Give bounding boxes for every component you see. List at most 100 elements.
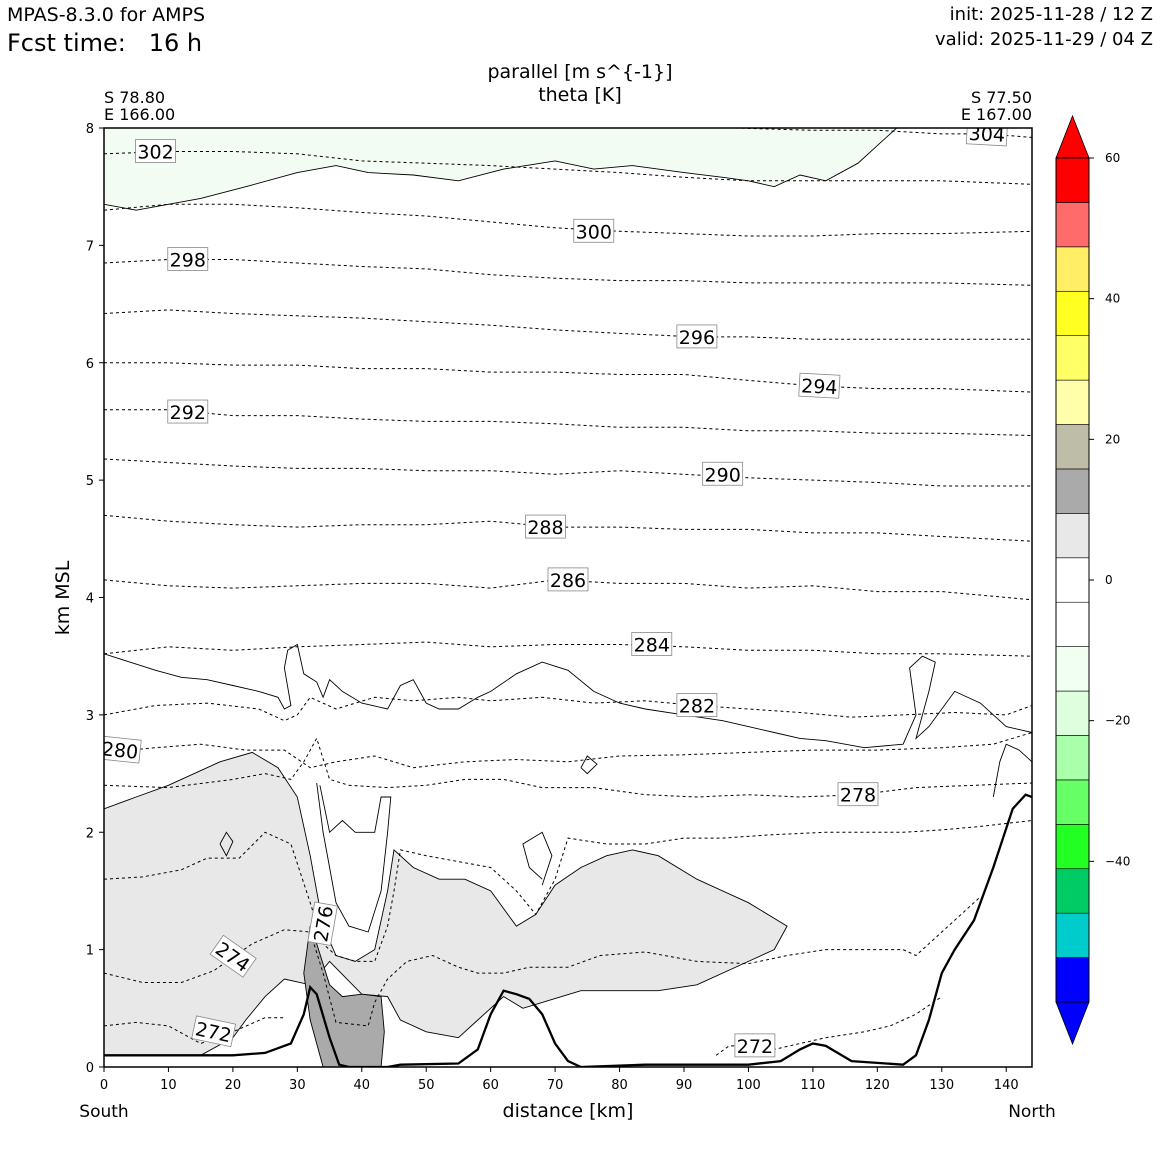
wind-contour-line: [522, 831, 553, 886]
theta-label-280: 280: [101, 735, 142, 764]
colorbar-swatch: [1055, 868, 1090, 914]
theta-contour-272: [715, 996, 943, 1056]
x-tick-label: 60: [482, 1078, 499, 1093]
theta-label-296: 296: [676, 324, 718, 349]
theta-contour-282: [104, 696, 1032, 722]
colorbar-swatch: [1055, 912, 1090, 958]
colorbar-swatch: [1055, 424, 1090, 470]
y-tick-label: 0: [86, 1061, 94, 1076]
theta-label-box: [573, 218, 615, 243]
theta-label-box: [525, 514, 566, 539]
colorbar-swatch: [1055, 690, 1090, 736]
colorbar-tick-label: −40: [1105, 854, 1130, 868]
wind-shading-region: [104, 128, 898, 211]
theta-label-292: 292: [167, 399, 209, 424]
theta-label-text: 300: [576, 221, 612, 243]
theta-label-box: [209, 934, 257, 978]
theta-label-text: 290: [705, 464, 741, 486]
x-tick-label: 130: [929, 1078, 954, 1093]
right-end-lat: S 77.50: [971, 88, 1032, 107]
theta-contour-300: [104, 203, 1032, 237]
colorbar-tick-label: −20: [1105, 714, 1130, 728]
wind-shading-region: [303, 925, 385, 1067]
theta-contour-294: [104, 362, 1032, 393]
forecast-time: Fcst time: 16 h: [7, 29, 202, 57]
x-tick-label: 100: [736, 1078, 761, 1093]
wind-contour-line: [316, 782, 392, 933]
theta-label-box: [307, 901, 338, 946]
theta-label-text: 272: [737, 1036, 773, 1058]
left-end-lon: E 166.00: [104, 105, 175, 124]
theta-label-box: [547, 567, 589, 592]
theta-contour-272: [104, 1017, 285, 1045]
colorbar-extend-low: [1055, 1001, 1090, 1046]
theta-label-box: [676, 693, 718, 717]
theta-label-box: [676, 324, 718, 349]
theta-label-text: 288: [527, 517, 563, 539]
colorbar-swatch: [1055, 335, 1090, 381]
theta-contour-278: [104, 737, 1032, 798]
theta-label-302: 302: [135, 139, 176, 163]
theta-label-box: [191, 1015, 237, 1048]
wind-contour-line: [992, 743, 1032, 798]
plot-area: 272 2722742762782802822842862882902922942…: [101, 127, 1033, 1068]
model-name: MPAS-8.3.0 for AMPS: [7, 4, 206, 26]
colorbar-tick-label: 60: [1105, 151, 1120, 165]
theta-label-text: 282: [679, 695, 715, 717]
theta-label-box: [734, 1033, 776, 1058]
colorbar-swatch: [1055, 513, 1090, 559]
colorbar-swatch: [1055, 157, 1090, 203]
chart-title-line1: parallel [m s^{-1}]: [487, 61, 672, 83]
forecast-time-label: Fcst time:: [7, 29, 126, 57]
y-tick-label: 4: [86, 592, 94, 607]
colorbar-swatch: [1055, 779, 1090, 825]
x-tick-label: 140: [994, 1078, 1019, 1093]
theta-label-box: [167, 399, 209, 424]
theta-label-276: 276: [307, 901, 338, 946]
colorbar: 60 40 20 0 −20 −40: [1055, 114, 1130, 1046]
colorbar-swatch: [1055, 468, 1090, 514]
theta-label-box: [798, 372, 841, 399]
wind-contour-line: [219, 831, 234, 857]
theta-label-text: 302: [137, 141, 173, 163]
theta-label-278: 278: [837, 782, 879, 807]
x-axis: 0 10 20 30 40 50 60 70 80 90 100 110 120 130 140: [100, 1067, 1019, 1093]
x-tick-label: 20: [225, 1078, 242, 1093]
theta-label-box: [167, 247, 209, 271]
left-end-direction: South: [79, 1102, 128, 1122]
theta-label-304: 304: [965, 128, 1008, 147]
theta-contour-280: [104, 732, 1032, 769]
plot-content: 272 2722742762782802822842862882902922942…: [101, 128, 1032, 1067]
theta-label-290: 290: [702, 461, 744, 486]
theta-label-text: 280: [101, 738, 139, 764]
wind-contour-line: [104, 643, 1032, 749]
theta-label-294: 294: [798, 372, 841, 399]
x-axis-label: distance [km]: [503, 1100, 634, 1122]
x-tick-label: 10: [160, 1078, 177, 1093]
theta-label-box: [965, 128, 1008, 147]
x-tick-label: 70: [547, 1078, 564, 1093]
terrain-profile: [104, 793, 1032, 1067]
chart-title-line2: theta [K]: [538, 84, 622, 106]
y-tick-label: 8: [86, 122, 94, 137]
theta-contour-290: [104, 458, 1032, 487]
left-end-lat: S 78.80: [104, 88, 165, 107]
theta-label-text: 284: [634, 634, 670, 656]
x-tick-label: 30: [289, 1078, 306, 1093]
colorbar-swatch: [1055, 246, 1090, 292]
theta-label-text: 298: [170, 249, 206, 271]
colorbar-swatch: [1055, 202, 1090, 248]
colorbar-swatch: [1055, 824, 1090, 870]
y-axis: 0 1 2 3 4 5 6 7 8: [86, 122, 104, 1076]
colorbar-swatch: [1055, 290, 1090, 336]
theta-contour-292: [104, 409, 1032, 436]
forecast-time-value: 16 h: [148, 29, 203, 57]
theta-label-text: 294: [801, 375, 838, 399]
init-time: init: 2025-11-28 / 12 Z: [949, 4, 1153, 25]
wind-contour-line: [580, 755, 598, 775]
x-tick-label: 40: [354, 1078, 371, 1093]
theta-label-298: 298: [167, 247, 209, 271]
theta-label-box: [631, 632, 673, 656]
theta-label-300: 300: [573, 218, 615, 243]
